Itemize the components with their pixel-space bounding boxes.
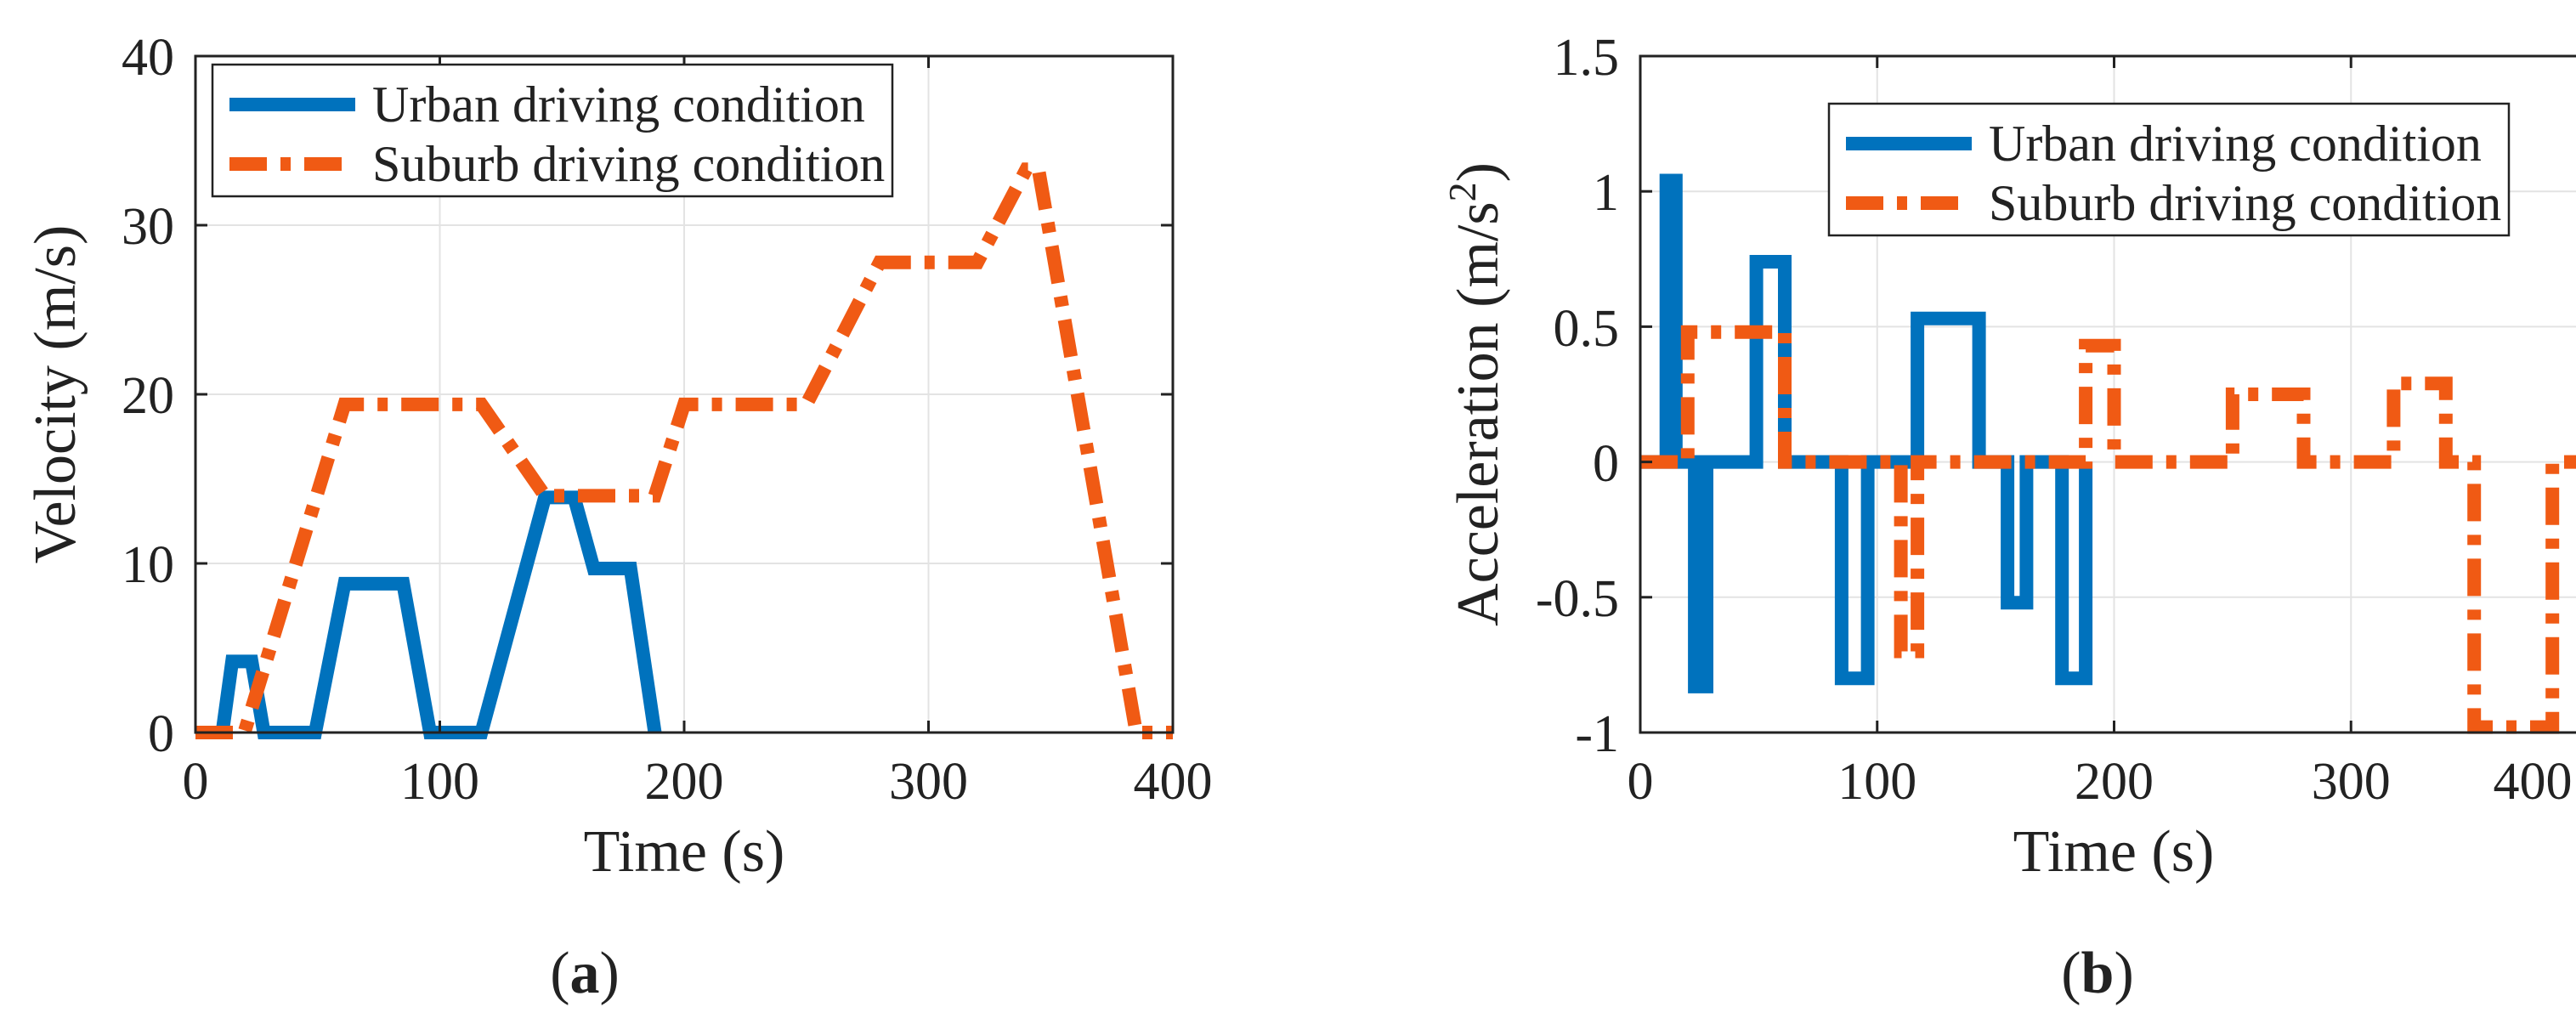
panel-a-letter: a	[570, 941, 600, 1006]
y-tick-label: 40	[122, 29, 174, 87]
panel-a-velocity-chart: 0 100 200 300 400 0 10 20 30 40 Time (s)…	[23, 29, 1213, 1006]
x-tick-label: 300	[2312, 753, 2391, 811]
legend-label-urban: Urban driving condition	[372, 76, 865, 133]
panel-b-label: (b)	[2061, 941, 2134, 1006]
panel-b-legend: Urban driving condition Suburb driving c…	[1827, 102, 2511, 237]
panel-b-y-axis-label-close: )	[1446, 162, 1511, 182]
panel-b-series	[1640, 173, 2576, 734]
y-tick-label: 30	[122, 198, 174, 256]
panel-b-y-axis-label-sup: 2	[1441, 182, 1484, 201]
panel-a-label: (a)	[550, 941, 620, 1006]
x-tick-label: 400	[1134, 753, 1213, 811]
urban-series-line	[1640, 173, 2093, 693]
panel-b-legend-box	[1827, 102, 2511, 237]
panel-a-y-tick-labels: 0 10 20 30 40	[122, 29, 174, 763]
x-tick-label: 100	[1837, 753, 1916, 811]
y-tick-label: 0.5	[1554, 300, 1620, 358]
panel-b-x-tick-labels: 0 100 200 300 400	[1628, 753, 2573, 811]
suburb-series-line	[1640, 325, 2576, 734]
y-tick-label: 20	[122, 367, 174, 425]
panel-b-ticks	[1639, 54, 2352, 734]
y-tick-label: -0.5	[1536, 570, 1619, 628]
panel-b-acceleration-chart: 0 100 200 300 400 -1 -0.5 0 0.5 1 1.5 Ti…	[1441, 29, 2576, 1006]
y-tick-label: 0	[148, 705, 174, 763]
legend-label-suburb: Suburb driving condition	[1989, 175, 2501, 231]
panel-a-y-axis-label: Velocity (m/s)	[23, 225, 88, 564]
suburb-series-line	[195, 162, 1173, 739]
panel-b-y-tick-labels: -1 -0.5 0 0.5 1 1.5	[1536, 29, 1619, 763]
x-tick-label: 100	[400, 753, 479, 811]
panel-a-x-axis-label: Time (s)	[584, 819, 785, 885]
x-tick-label: 200	[2075, 753, 2154, 811]
panel-a-legend: Urban driving condition Suburb driving c…	[211, 63, 894, 198]
y-tick-label: 1.5	[1554, 29, 1620, 87]
x-tick-label: 0	[183, 753, 209, 811]
y-tick-label: -1	[1575, 705, 1619, 763]
panel-b-x-axis-label: Time (s)	[2013, 819, 2215, 885]
x-tick-label: 300	[889, 753, 968, 811]
urban-series-line	[195, 490, 662, 739]
x-tick-label: 200	[645, 753, 724, 811]
x-tick-label: 0	[1628, 753, 1654, 811]
panel-a-series	[195, 162, 1173, 739]
y-tick-label: 0	[1593, 435, 1619, 493]
y-tick-label: 1	[1593, 164, 1619, 222]
panel-a-legend-box	[211, 63, 894, 198]
panel-a-x-tick-labels: 0 100 200 300 400	[183, 753, 1213, 811]
legend-label-urban: Urban driving condition	[1989, 116, 2482, 172]
x-tick-label: 400	[2494, 753, 2573, 811]
y-tick-label: 10	[122, 536, 174, 594]
legend-label-suburb: Suburb driving condition	[372, 136, 885, 192]
panel-b-y-axis-label-main: Acceleration (m/s	[1446, 201, 1511, 626]
panel-b-letter: b	[2081, 941, 2115, 1006]
panel-b-y-axis-label: Acceleration (m/s2)	[1441, 162, 1511, 626]
